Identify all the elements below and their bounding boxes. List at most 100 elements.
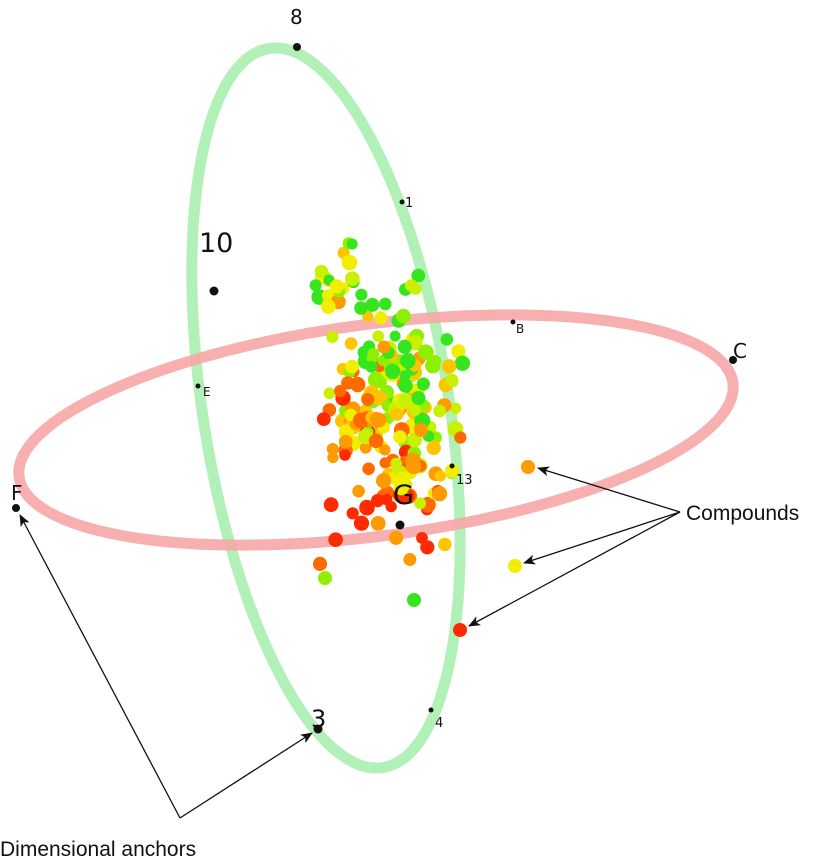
compound-point bbox=[409, 404, 421, 416]
compound-point bbox=[379, 457, 391, 469]
compound-point bbox=[440, 333, 454, 346]
compound-point bbox=[397, 393, 414, 409]
compound-point bbox=[367, 347, 380, 360]
compound-point bbox=[352, 484, 365, 498]
compound-point bbox=[346, 238, 358, 250]
compound-point bbox=[334, 384, 347, 398]
anchor-dot-E bbox=[195, 383, 201, 389]
compound-point bbox=[321, 299, 336, 315]
compound-point bbox=[318, 571, 332, 585]
anchor-label-1: 1 bbox=[405, 196, 413, 211]
anchor-label-8: 8 bbox=[290, 5, 303, 29]
compound-point bbox=[338, 434, 353, 449]
compound-point bbox=[368, 433, 384, 449]
compound-point bbox=[314, 264, 328, 278]
compound-point bbox=[413, 423, 428, 437]
compound-point bbox=[353, 412, 369, 429]
compound-point bbox=[374, 376, 387, 389]
anchor-label-13: 13 bbox=[456, 473, 473, 488]
anchor-dot-C bbox=[729, 356, 737, 364]
compound-point bbox=[403, 553, 417, 566]
compound-point bbox=[441, 359, 457, 374]
compound-point bbox=[365, 360, 378, 373]
compound-point bbox=[407, 593, 421, 607]
dimensional-anchors-label: Dimensional anchors bbox=[0, 838, 196, 861]
compound-point bbox=[394, 471, 410, 487]
anchor-label-F: F bbox=[11, 481, 23, 505]
anchor-dot-13 bbox=[449, 463, 455, 469]
compound-point bbox=[316, 412, 331, 426]
compound-point bbox=[389, 530, 404, 545]
compound-point bbox=[346, 507, 359, 520]
compound-point bbox=[397, 339, 412, 354]
compound-point bbox=[431, 486, 448, 502]
compound-point bbox=[411, 268, 426, 283]
compound-point bbox=[329, 279, 344, 294]
compound-point bbox=[453, 623, 467, 637]
compound-point bbox=[312, 556, 328, 572]
compound-point bbox=[370, 516, 386, 531]
compound-point bbox=[454, 431, 467, 444]
compound-point bbox=[379, 297, 392, 311]
compound-point bbox=[425, 358, 441, 374]
anchor-labels: 8 1 10 B C E F 13 G 3 4 bbox=[11, 5, 747, 733]
compound-point bbox=[416, 377, 430, 391]
anchor-dot-F bbox=[12, 504, 20, 512]
compound-point bbox=[434, 470, 446, 482]
compound-point bbox=[353, 515, 370, 531]
compound-point bbox=[345, 271, 360, 287]
compound-point bbox=[361, 393, 375, 406]
anchor-label-G: G bbox=[393, 480, 414, 511]
compound-point bbox=[416, 532, 428, 544]
anchor-label-E: E bbox=[203, 385, 211, 399]
compound-point bbox=[445, 463, 460, 479]
compound-point bbox=[362, 310, 374, 322]
compound-point bbox=[393, 430, 407, 444]
compound-point bbox=[371, 494, 385, 508]
anchor-dot-4 bbox=[428, 707, 434, 713]
compound-point bbox=[450, 402, 462, 414]
compound-point bbox=[345, 359, 359, 374]
compound-point bbox=[321, 289, 335, 302]
compound-point bbox=[341, 254, 358, 271]
compound-point bbox=[438, 537, 452, 552]
compound-point bbox=[385, 363, 401, 380]
compound-point bbox=[426, 440, 441, 455]
compound-point bbox=[341, 376, 355, 390]
anchor-label-C: C bbox=[733, 339, 747, 363]
anchor-label-B: B bbox=[516, 322, 524, 336]
compound-point bbox=[323, 387, 336, 400]
compound-point bbox=[451, 344, 466, 359]
compound-point bbox=[390, 407, 404, 421]
anchor-label-10: 10 bbox=[199, 228, 233, 259]
compound-point bbox=[377, 340, 391, 354]
anchor-dot-G bbox=[395, 520, 405, 530]
compound-point bbox=[339, 449, 351, 461]
compounds-label: Compounds bbox=[686, 502, 799, 525]
compound-point bbox=[326, 330, 339, 343]
compound-point bbox=[344, 337, 358, 350]
compound-point bbox=[418, 344, 434, 361]
compounds-callout-arrows bbox=[468, 466, 681, 627]
compound-point bbox=[385, 500, 397, 513]
compound-point bbox=[371, 412, 387, 428]
compound-point bbox=[411, 391, 426, 405]
compound-point bbox=[374, 311, 388, 325]
anchor-dots bbox=[12, 43, 737, 734]
anchor-dot-8 bbox=[293, 43, 301, 51]
compound-point bbox=[396, 308, 411, 324]
compound-point bbox=[454, 355, 471, 371]
anchor-dot-B bbox=[510, 319, 516, 325]
compound-point bbox=[359, 499, 375, 516]
anchor-dot-1 bbox=[399, 199, 405, 205]
compound-point bbox=[359, 441, 372, 454]
compound-point bbox=[354, 301, 368, 315]
anchor-dot-10 bbox=[209, 286, 219, 296]
compound-point bbox=[521, 460, 535, 474]
compound-point bbox=[390, 457, 402, 470]
compound-point bbox=[376, 473, 392, 489]
compounds-cloud bbox=[309, 237, 535, 637]
compound-point bbox=[389, 330, 401, 342]
compound-point bbox=[372, 330, 385, 343]
anchor-dot-3 bbox=[313, 724, 323, 734]
